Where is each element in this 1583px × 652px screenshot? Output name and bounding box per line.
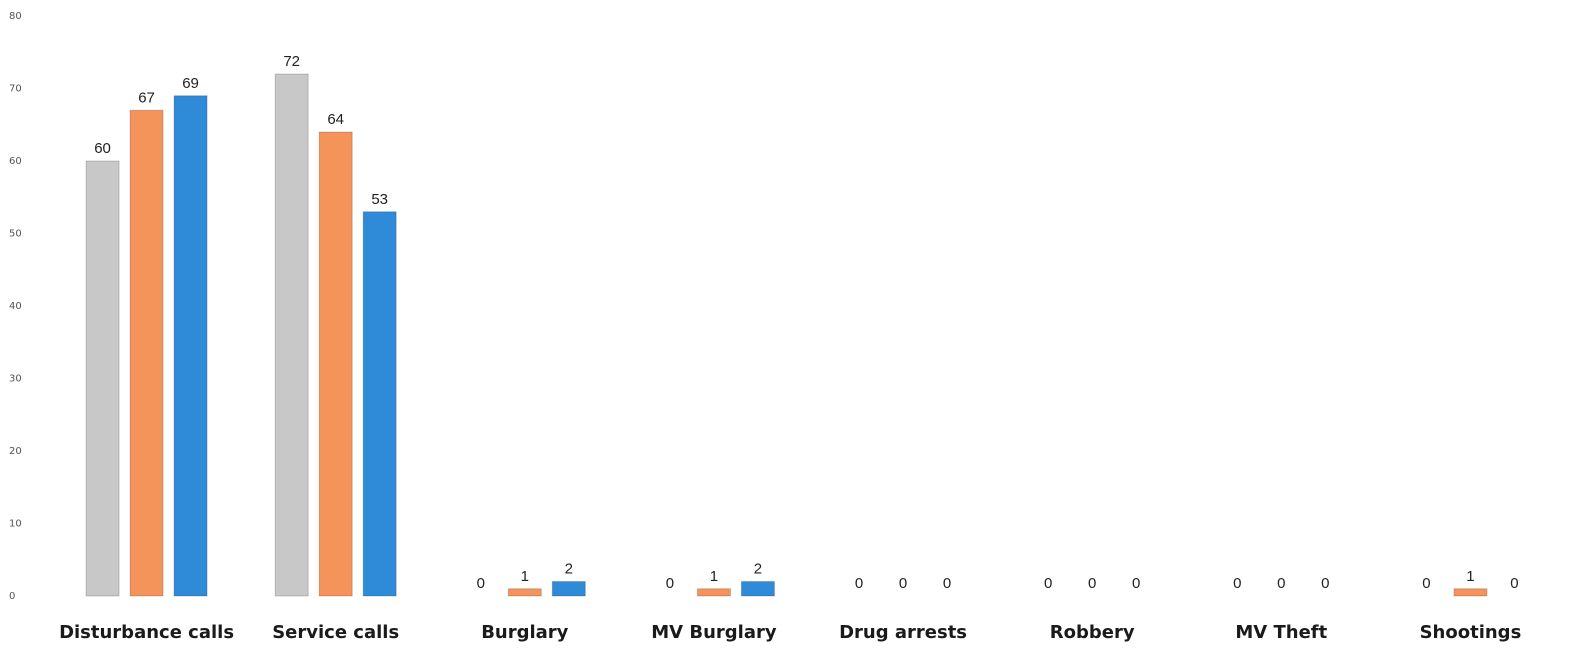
- data-label: 0: [1277, 575, 1285, 592]
- category-label: MV Theft: [1235, 622, 1327, 643]
- data-label: 1: [710, 568, 718, 585]
- y-tick-label: 60: [9, 156, 22, 167]
- bars: [85, 73, 1488, 597]
- category-label: Disturbance calls: [59, 622, 234, 643]
- category-label: Service calls: [272, 622, 399, 643]
- data-label: 0: [855, 575, 863, 592]
- y-tick-label: 40: [9, 301, 22, 312]
- data-label: 67: [138, 89, 155, 106]
- data-label: 0: [1510, 575, 1518, 592]
- bar: [318, 131, 353, 597]
- data-label: 1: [1466, 568, 1474, 585]
- bar: [362, 211, 397, 597]
- data-label: 0: [1132, 575, 1140, 592]
- data-label: 69: [182, 75, 199, 92]
- y-tick-label: 70: [9, 84, 22, 95]
- data-label: 0: [1233, 575, 1241, 592]
- data-label: 0: [1088, 575, 1096, 592]
- category-label: Shootings: [1420, 622, 1522, 643]
- bar: [740, 581, 775, 597]
- data-label: 0: [1422, 575, 1430, 592]
- category-label: Burglary: [481, 622, 568, 643]
- bar: [129, 109, 164, 597]
- y-tick-label: 10: [9, 519, 22, 530]
- data-label: 2: [565, 561, 573, 578]
- bar: [274, 73, 309, 597]
- data-label: 0: [666, 575, 674, 592]
- category-label: Robbery: [1050, 622, 1135, 643]
- data-label: 2: [754, 561, 762, 578]
- bar: [696, 588, 731, 597]
- y-tick-label: 20: [9, 446, 22, 457]
- category-label: Drug arrests: [839, 622, 967, 643]
- y-tick-label: 80: [9, 11, 22, 22]
- data-label: 1: [521, 568, 529, 585]
- bar: [551, 581, 586, 597]
- y-tick-label: 30: [9, 374, 22, 385]
- y-tick-label: 50: [9, 229, 22, 240]
- data-label: 0: [899, 575, 907, 592]
- data-label: 53: [371, 191, 388, 208]
- bar: [507, 588, 542, 597]
- bar: [173, 95, 208, 597]
- data-label: 64: [327, 111, 344, 128]
- y-tick-label: 0: [9, 591, 15, 602]
- data-label: 0: [477, 575, 485, 592]
- bar: [85, 160, 120, 597]
- bar: [1453, 588, 1488, 597]
- data-label: 0: [943, 575, 951, 592]
- data-label: 0: [1321, 575, 1329, 592]
- data-label: 72: [283, 53, 300, 70]
- data-labels: 60 67 69 72 64 53 0 1 2 0 1 2 0 0 0 0 0 0 0 0 0 0 1 0: [94, 53, 1518, 592]
- x-axis: Disturbance calls Service calls Burglary MV…: [59, 622, 1521, 643]
- data-label: 0: [1044, 575, 1052, 592]
- data-label: 60: [94, 140, 111, 157]
- y-axis: 0 10 20 30 40 50 60 70 80: [9, 11, 22, 602]
- category-label: MV Burglary: [651, 622, 777, 643]
